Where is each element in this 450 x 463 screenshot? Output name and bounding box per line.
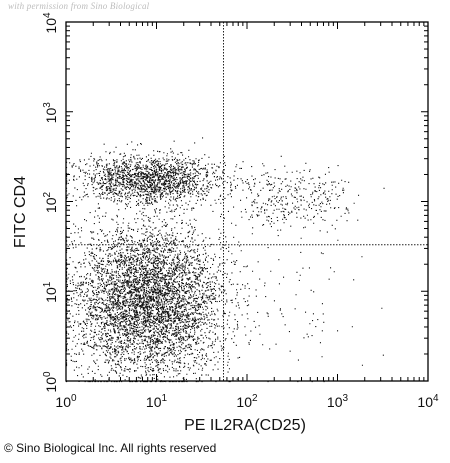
population-1 <box>66 174 291 383</box>
plot-frame <box>65 21 429 382</box>
svg-text:104: 104 <box>42 12 59 34</box>
population-4 <box>232 233 384 383</box>
population-dots <box>66 137 281 217</box>
axis-ticks <box>65 22 428 382</box>
y-tick-label: 101 <box>42 281 59 303</box>
y-tick-label: 102 <box>42 191 59 213</box>
svg-text:101: 101 <box>42 281 59 303</box>
copyright-footer: © Sino Biological Inc. All rights reserv… <box>4 441 217 455</box>
population-dots <box>66 174 291 383</box>
population-dots <box>232 233 384 383</box>
svg-text:100: 100 <box>42 371 59 393</box>
y-tick-label: 104 <box>42 12 59 34</box>
x-tick-label: 102 <box>236 393 258 410</box>
x-tick-label: 104 <box>417 393 439 410</box>
event-dots <box>66 137 385 383</box>
svg-text:102: 102 <box>42 191 59 213</box>
x-tick-label: 100 <box>55 393 77 410</box>
axis-tick-labels: 100 101 102 103 104 100 101 102 103 104 <box>42 12 439 410</box>
population-2 <box>66 137 281 217</box>
y-axis-label: FITC CD4 <box>12 176 29 248</box>
population-dots <box>210 155 385 237</box>
y-tick-label: 103 <box>42 102 59 124</box>
x-tick-label: 101 <box>146 393 168 410</box>
y-tick-label: 100 <box>42 371 59 393</box>
svg-text:103: 103 <box>42 102 59 124</box>
watermark-text: with permission from Sino Biological <box>8 1 150 11</box>
population-3 <box>210 155 385 237</box>
x-tick-label: 103 <box>327 393 349 410</box>
quadrant-gates <box>66 22 428 381</box>
x-axis-label: PE IL2RA(CD25) <box>184 417 306 434</box>
